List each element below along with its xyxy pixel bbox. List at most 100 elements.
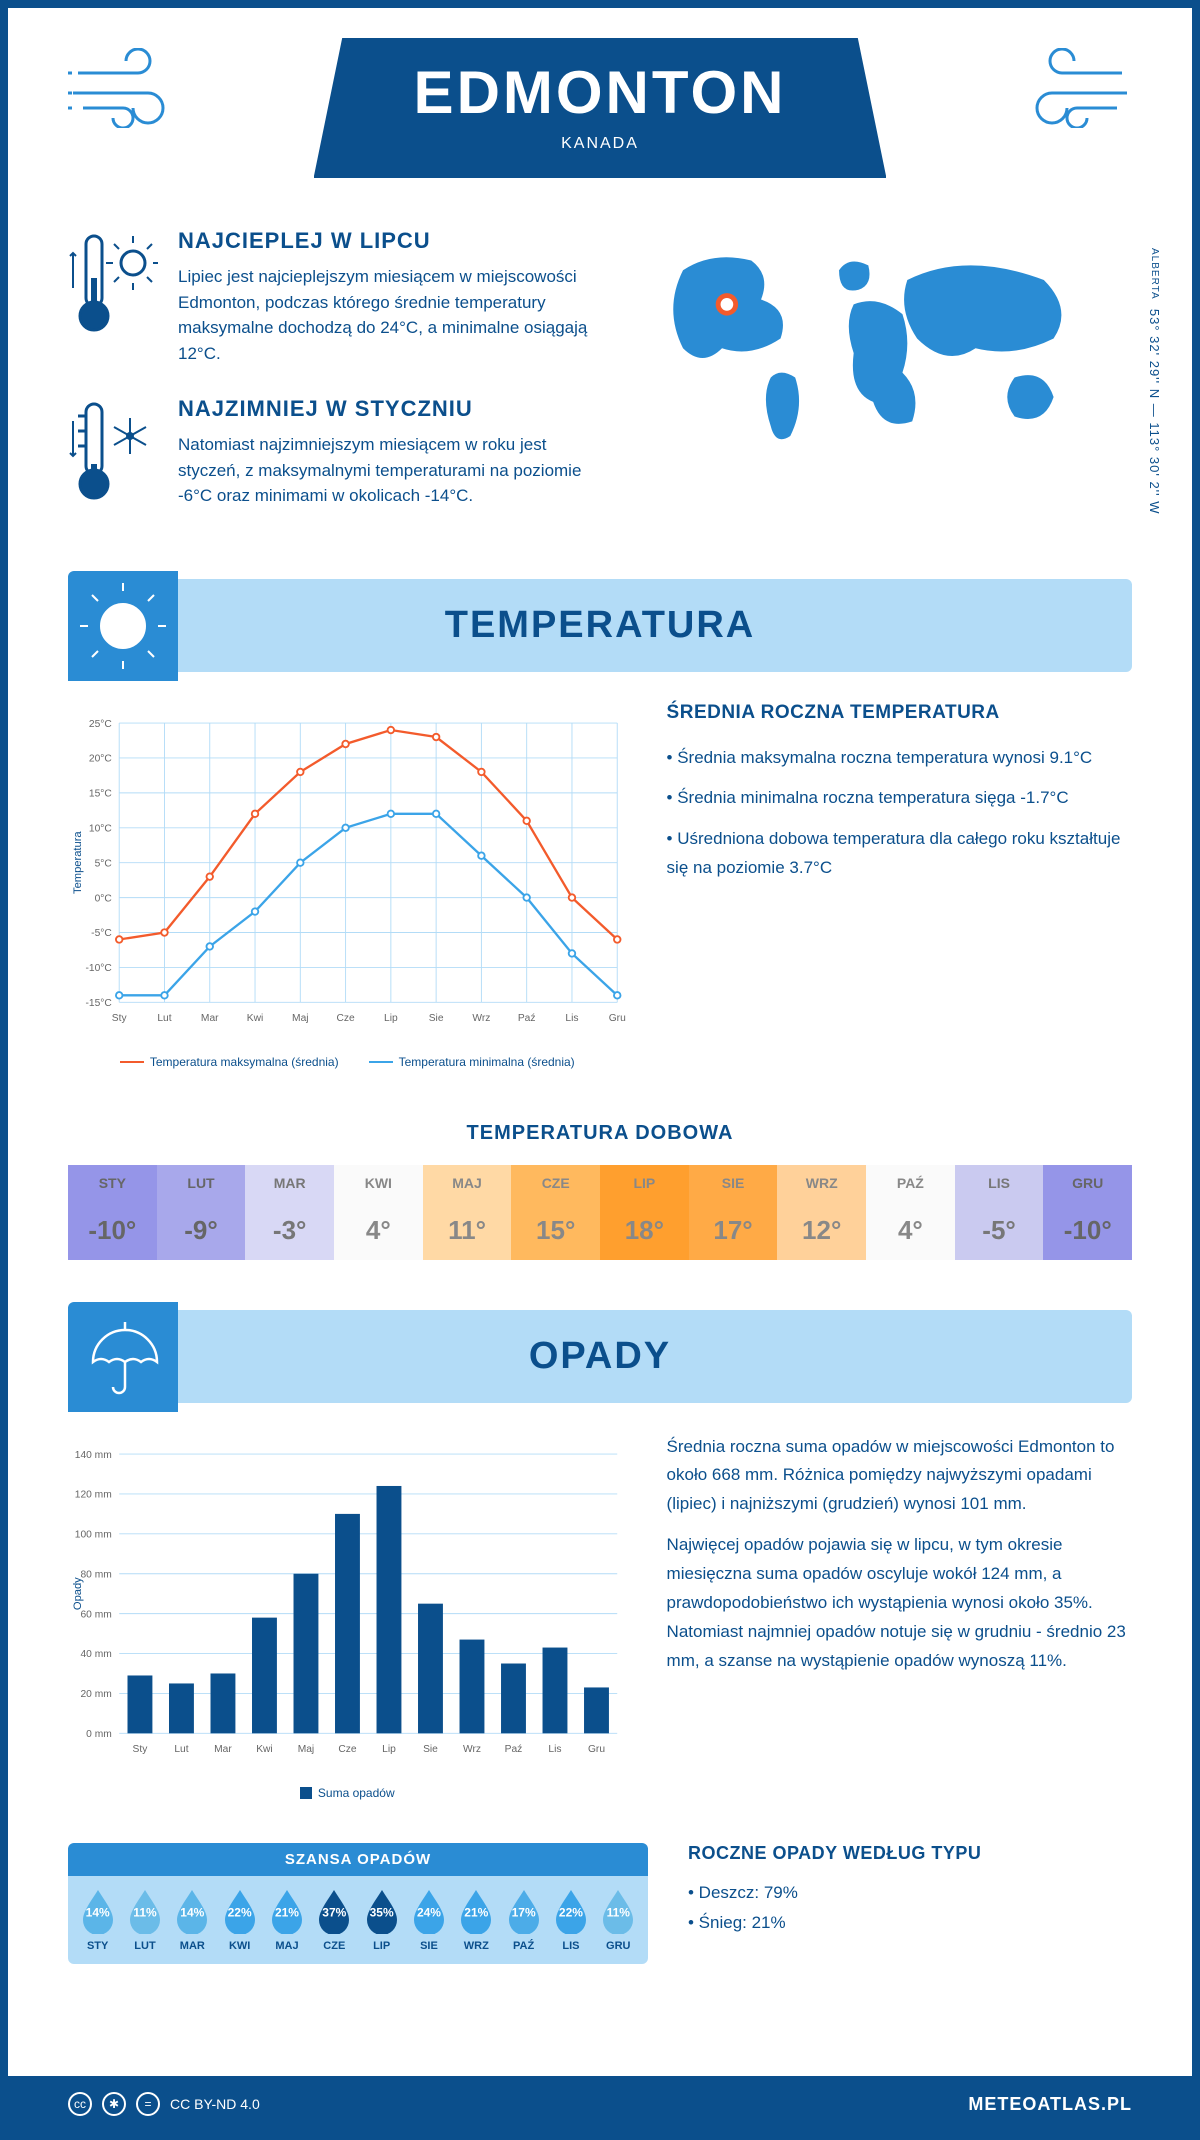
month-cell: PAŹ4° [866,1165,955,1260]
coordinates: ALBERTA 53° 32' 29'' N — 113° 30' 2'' W [1147,248,1162,515]
month-cell: MAR-3° [245,1165,334,1260]
month-cell: WRZ12° [777,1165,866,1260]
rain-drop-cell: 22%LIS [547,1888,594,1952]
svg-text:Opady: Opady [72,1576,84,1609]
svg-text:Mar: Mar [201,1012,219,1023]
svg-text:Lis: Lis [548,1743,561,1754]
footer: cc ✱ = CC BY-ND 4.0 METEOATLAS.PL [8,2076,1192,2132]
svg-text:Sty: Sty [112,1012,128,1023]
coldest-text: Natomiast najzimniejszym miesiącem w rok… [178,432,604,509]
svg-text:Lis: Lis [565,1012,578,1023]
svg-text:0°C: 0°C [95,893,112,904]
svg-text:Cze: Cze [338,1743,357,1754]
svg-text:Paź: Paź [505,1743,523,1754]
svg-text:Lut: Lut [174,1743,188,1754]
svg-text:Sie: Sie [423,1743,438,1754]
svg-text:-15°C: -15°C [85,998,111,1009]
svg-text:Wrz: Wrz [463,1743,481,1754]
month-cell: KWI4° [334,1165,423,1260]
svg-text:Maj: Maj [292,1012,309,1023]
rain-title: OPADY [68,1335,1132,1378]
rain-drop-cell: 17%PAŹ [500,1888,547,1952]
svg-text:25°C: 25°C [89,718,112,729]
svg-text:Cze: Cze [336,1012,355,1023]
svg-text:20°C: 20°C [89,753,112,764]
umbrella-section-icon [68,1302,178,1412]
svg-text:20 mm: 20 mm [80,1689,111,1700]
temperature-section-bar: TEMPERATURA [68,579,1132,672]
svg-text:Kwi: Kwi [247,1012,263,1023]
svg-text:-5°C: -5°C [91,928,112,939]
svg-text:Mar: Mar [214,1743,232,1754]
daily-temp-title: TEMPERATURA DOBOWA [8,1122,1192,1145]
hottest-text: Lipiec jest najcieplejszym miesiącem w m… [178,264,604,366]
svg-text:80 mm: 80 mm [80,1569,111,1580]
svg-text:-10°C: -10°C [85,963,111,974]
month-cell: MAJ11° [423,1165,512,1260]
title-banner: EDMONTON KANADA [314,38,887,178]
location-marker [718,296,736,314]
thermometer-sun-icon [68,228,158,338]
license: cc ✱ = CC BY-ND 4.0 [68,2092,260,2116]
temp-side-title: ŚREDNIA ROCZNA TEMPERATURA [667,702,1132,724]
rain-drop-cell: 14%MAR [169,1888,216,1952]
svg-text:Lip: Lip [384,1012,398,1023]
rain-side-text: Średnia roczna suma opadów w miejscowośc… [667,1433,1132,1813]
city-name: EDMONTON [414,58,787,127]
coldest-title: NAJZIMNIEJ W STYCZNIU [178,396,604,422]
info-row: NAJCIEPLEJ W LIPCU Lipiec jest najcieple… [8,228,1192,579]
svg-text:100 mm: 100 mm [75,1529,112,1540]
rain-chance-title: SZANSA OPADÓW [68,1843,648,1876]
rain-legend: Suma opadów [68,1786,627,1800]
sun-section-icon [68,571,178,681]
coldest-block: NAJZIMNIEJ W STYCZNIU Natomiast najzimni… [68,396,604,509]
rain-drop-cell: 35%LIP [358,1888,405,1952]
svg-text:140 mm: 140 mm [75,1449,112,1460]
svg-text:Lip: Lip [382,1743,396,1754]
svg-text:10°C: 10°C [89,823,112,834]
rain-drop-cell: 11%GRU [595,1888,642,1952]
site-name: METEOATLAS.PL [968,2094,1132,2115]
month-cell: CZE15° [511,1165,600,1260]
svg-text:Gru: Gru [588,1743,605,1754]
month-cell: LUT-9° [157,1165,246,1260]
cc-icon: cc [68,2092,92,2116]
rain-drop-cell: 22%KWI [216,1888,263,1952]
month-cell: LIP18° [600,1165,689,1260]
thermometer-snow-icon [68,396,158,506]
svg-text:Lut: Lut [157,1012,171,1023]
svg-text:Kwi: Kwi [256,1743,273,1754]
svg-text:Sty: Sty [133,1743,149,1754]
rain-bar-chart: 0 mm20 mm40 mm60 mm80 mm100 mm120 mm140 … [68,1433,627,1813]
wind-icon-right [1022,48,1132,133]
header: EDMONTON KANADA [8,8,1192,228]
rain-drop-cell: 37%CZE [311,1888,358,1952]
world-map [644,228,1132,488]
svg-text:Wrz: Wrz [472,1012,490,1023]
temp-legend: Temperatura maksymalna (średnia) Tempera… [68,1055,627,1069]
country-name: KANADA [414,135,787,153]
hottest-title: NAJCIEPLEJ W LIPCU [178,228,604,254]
temperature-title: TEMPERATURA [68,604,1132,647]
temp-side-text: ŚREDNIA ROCZNA TEMPERATURA • Średnia mak… [667,702,1132,1082]
rain-drop-cell: 14%STY [74,1888,121,1952]
svg-text:5°C: 5°C [95,858,112,869]
rain-drop-cell: 21%WRZ [453,1888,500,1952]
rain-drop-cell: 24%SIE [405,1888,452,1952]
svg-text:Sie: Sie [429,1012,444,1023]
svg-text:Temperatura: Temperatura [72,830,84,893]
daily-temp-strip: STY-10°LUT-9°MAR-3°KWI4°MAJ11°CZE15°LIP1… [68,1165,1132,1260]
svg-text:Maj: Maj [298,1743,315,1754]
rain-drop-cell: 11%LUT [121,1888,168,1952]
nd-icon: = [136,2092,160,2116]
wind-icon-left [68,48,178,133]
rain-types: ROCZNE OPADY WEDŁUG TYPU • Deszcz: 79% •… [688,1843,1132,1939]
month-cell: GRU-10° [1043,1165,1132,1260]
svg-text:120 mm: 120 mm [75,1489,112,1500]
by-icon: ✱ [102,2092,126,2116]
svg-text:40 mm: 40 mm [80,1649,111,1660]
svg-text:15°C: 15°C [89,788,112,799]
temperature-line-chart: -15°C -10°C -5°C 0°C 5°C 10°C 15°C 20°C 25°C Sty L… [68,702,627,1082]
month-cell: LIS-5° [955,1165,1044,1260]
rain-section-bar: OPADY [68,1310,1132,1403]
